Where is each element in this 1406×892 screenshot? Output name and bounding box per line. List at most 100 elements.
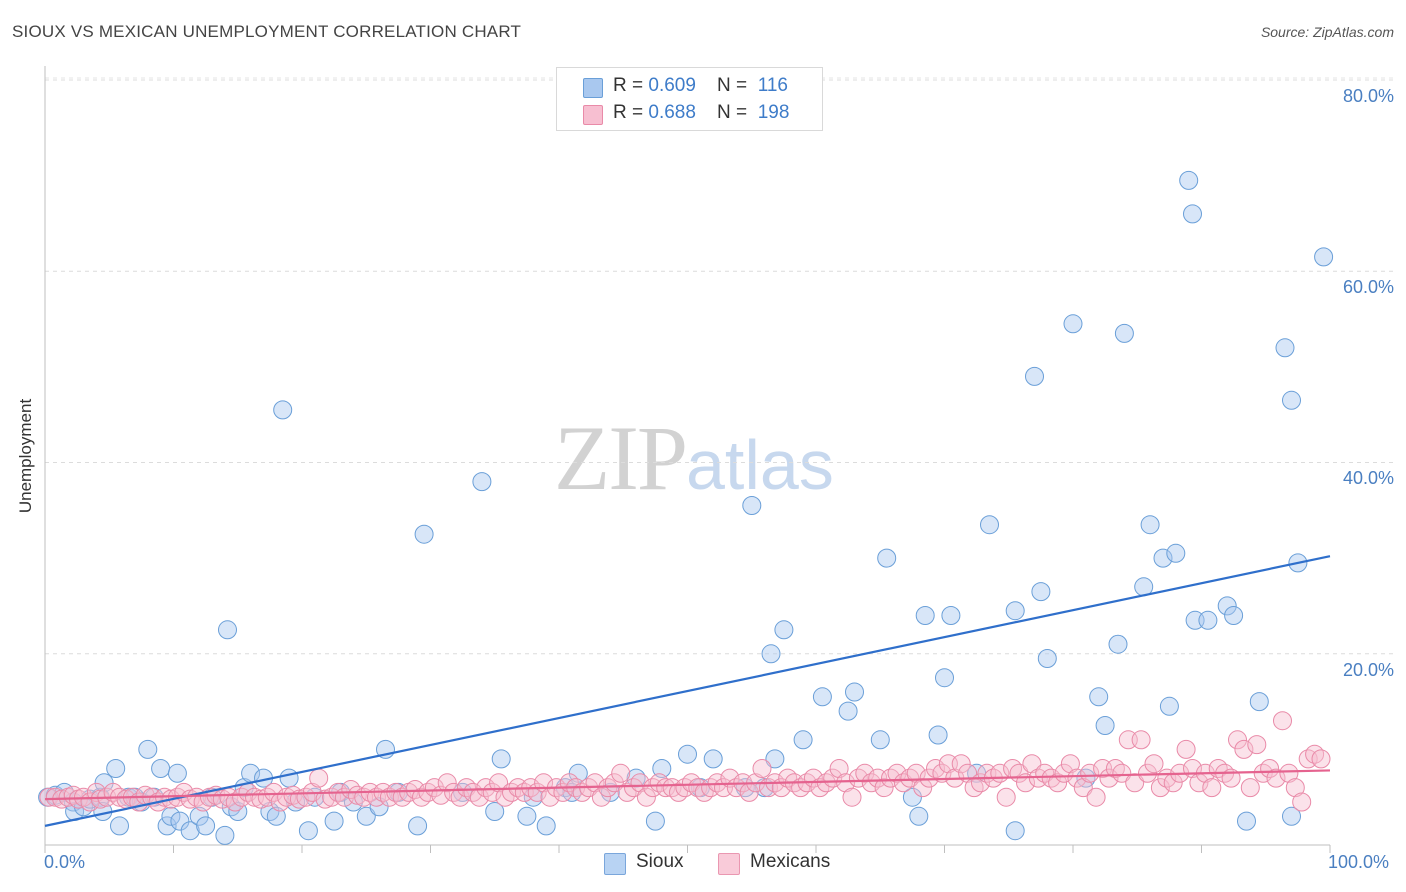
sioux-point (408, 816, 428, 836)
mexicans-point (1234, 739, 1254, 759)
mexicans-point (624, 778, 643, 798)
sioux-point (793, 730, 813, 750)
legend-label-sioux: Sioux (636, 851, 684, 872)
mexicans-point (444, 782, 464, 802)
mexicans-point (1150, 778, 1170, 798)
y-axis-title: Unemployment (16, 342, 36, 513)
sioux-point (765, 749, 785, 769)
sioux-point (324, 811, 344, 831)
sioux-point (980, 515, 999, 535)
sioux-point (1282, 806, 1301, 826)
sioux-point (845, 682, 864, 702)
y-tick-label-40: 40.0% (1342, 468, 1394, 488)
sioux-point (645, 811, 665, 831)
sioux-point (1159, 696, 1179, 716)
sioux-point (1166, 543, 1186, 563)
mexicans-trend-line (44, 769, 1331, 801)
mexicans-point (1073, 778, 1093, 798)
sioux-point (414, 524, 434, 544)
sioux-point (812, 687, 832, 707)
mexicans-point (309, 768, 329, 788)
sioux-point (928, 725, 948, 745)
sioux-point (151, 759, 171, 778)
mexicans-point (1144, 754, 1164, 774)
legend-label-mexicans: Mexicans (750, 851, 831, 872)
mexicans-point (424, 778, 444, 798)
mexicans-point (1273, 711, 1292, 731)
mexicans-point (675, 778, 695, 798)
mexicans-point (1247, 735, 1267, 755)
y-axis-title-text: Unemployment (16, 398, 35, 514)
sioux-point (536, 816, 556, 836)
sioux-point (761, 644, 781, 664)
mexicans-point (482, 782, 502, 802)
sioux-point (110, 816, 129, 836)
mexicans-point (1176, 739, 1196, 759)
mexicans-point (842, 787, 862, 807)
sioux-point (1095, 716, 1115, 735)
sioux-point (1025, 366, 1044, 386)
mexicans-point (656, 778, 676, 798)
mexicans-point (1022, 754, 1042, 774)
mexicans-point (951, 754, 971, 774)
sioux-point (902, 787, 922, 807)
mexicans-point (836, 773, 856, 793)
sioux-point (472, 472, 492, 492)
sioux-trend-line (44, 555, 1331, 827)
sioux-point (1031, 582, 1051, 602)
sioux-point (1183, 204, 1202, 224)
sioux-point (909, 806, 929, 826)
mexicans-point (1080, 763, 1100, 783)
sioux-point (215, 825, 235, 845)
mexicans-point (591, 787, 611, 807)
sioux-point (774, 620, 794, 640)
sioux-point (161, 806, 181, 826)
sioux-point (1037, 649, 1057, 668)
series-legend: Sioux Mexicans (0, 850, 1406, 876)
legend-swatch-sioux (604, 853, 626, 875)
sioux-point (703, 749, 723, 769)
sioux-point (915, 606, 935, 625)
mexicans-point (1067, 768, 1087, 788)
sioux-point (877, 548, 897, 568)
mexicans-point (437, 773, 457, 793)
mexicans-point (405, 780, 425, 799)
sioux-swatch (583, 78, 603, 98)
sioux-point (266, 806, 286, 826)
mexicans-point (489, 773, 509, 793)
mexicans-point (752, 759, 772, 778)
y-tick-label-60: 60.0% (1342, 277, 1394, 297)
sioux-point (180, 821, 200, 841)
sioux-point (517, 806, 537, 826)
sioux-point (742, 496, 762, 515)
sioux-point (935, 668, 954, 688)
sioux-point (1108, 634, 1128, 654)
sioux-point (491, 749, 511, 769)
sioux-point (218, 620, 237, 640)
sioux-point (138, 739, 158, 759)
mexicans-point (874, 778, 894, 798)
sioux-point (1005, 601, 1025, 621)
mexicans-point (1311, 749, 1331, 769)
sioux-point (298, 821, 318, 841)
sioux-point (838, 701, 858, 721)
sioux-point (1314, 247, 1334, 267)
sioux-point (1089, 687, 1109, 707)
mexicans-point (1266, 768, 1286, 788)
mexicans-point (630, 773, 650, 793)
sioux-point (279, 768, 299, 788)
watermark: ZIPatlas (554, 405, 834, 511)
watermark-zip: ZIP (554, 407, 688, 509)
sioux-point (1217, 596, 1237, 616)
chart-title: SIOUX VS MEXICAN UNEMPLOYMENT CORRELATIO… (12, 22, 522, 41)
mexicans-point (1054, 763, 1074, 783)
mexicans-point (881, 768, 900, 788)
sioux-point (170, 811, 190, 831)
chart-source: Source: ZipAtlas.com (1260, 24, 1394, 40)
sioux-point (1063, 314, 1083, 334)
mexicans-point (1060, 754, 1080, 774)
mexicans-point (1048, 773, 1068, 793)
sioux-point (1237, 811, 1256, 831)
mexicans-point (1260, 759, 1280, 778)
mexicans-point (1279, 763, 1299, 783)
